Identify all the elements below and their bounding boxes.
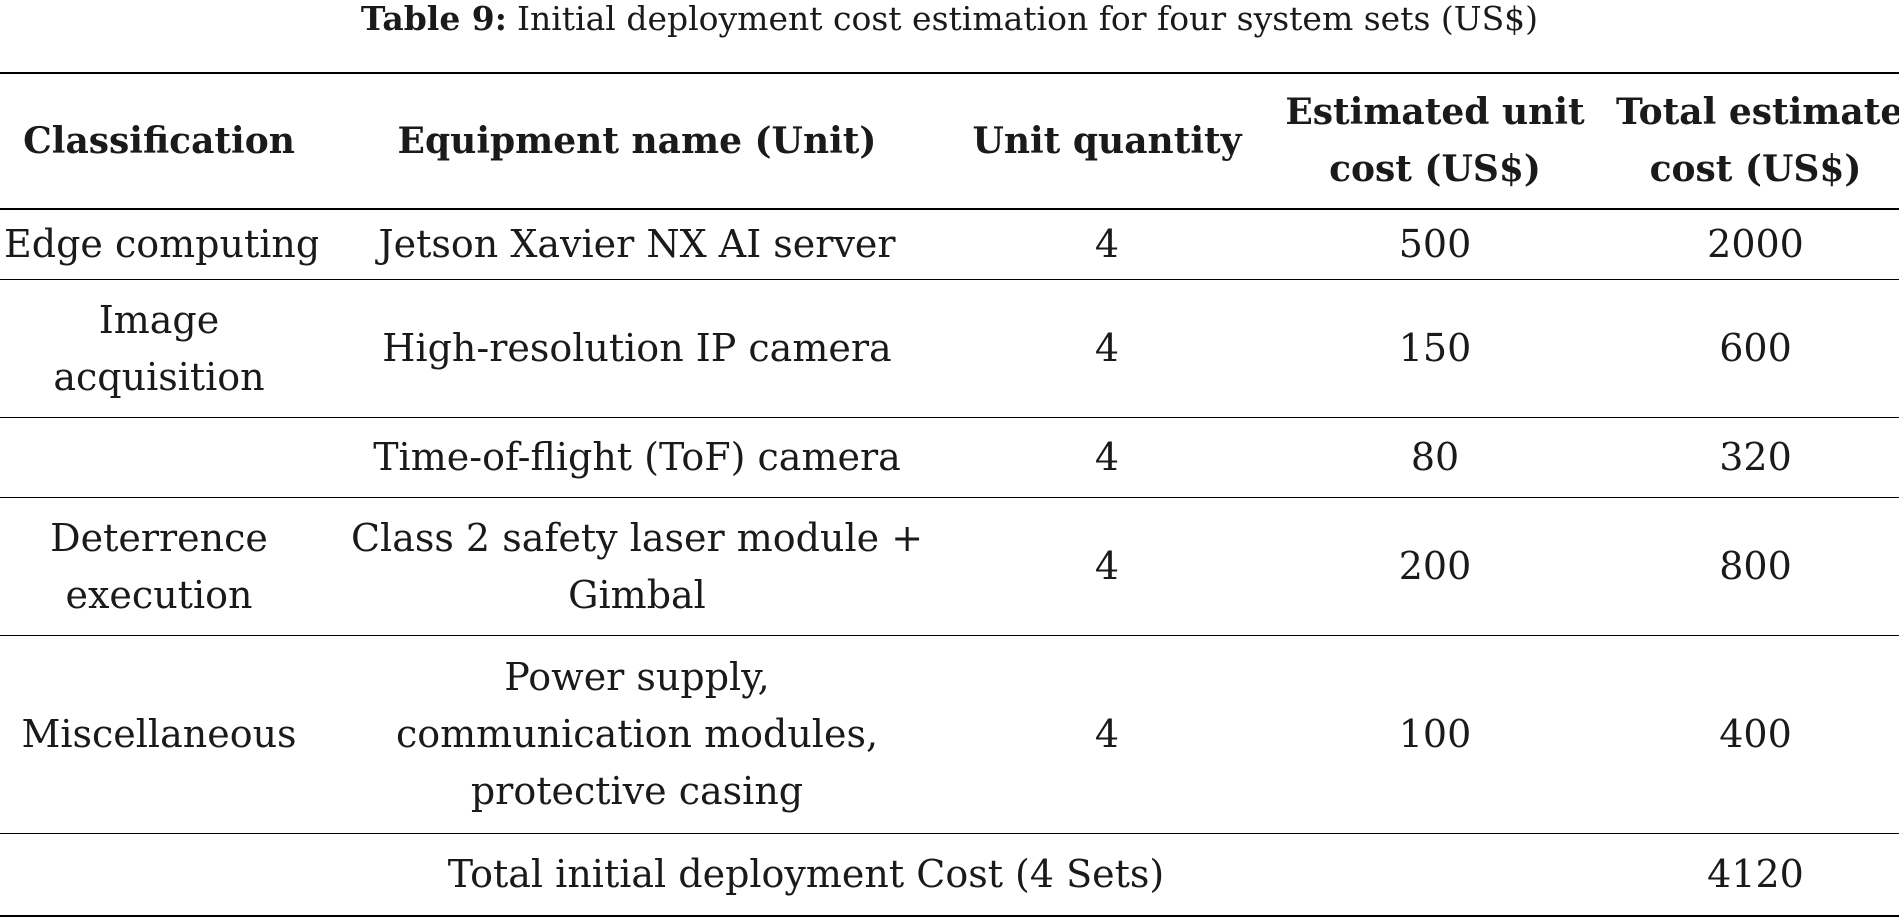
cell-equipment-line: Jetson Xavier NX AI server (378, 222, 896, 266)
cell-equipment-line: Time-of-flight (ToF) camera (373, 435, 901, 479)
cell-quantity: 4 (956, 417, 1258, 498)
cell-classification-line: Deterrence (50, 515, 268, 560)
total-label: Total initial deployment Cost (4 Sets) (0, 833, 1612, 917)
caption-label: Table 9: (360, 0, 507, 38)
cell-total-cost: 400 (1612, 635, 1899, 834)
cell-classification-line: Miscellaneous (21, 712, 297, 756)
cell-classification: Deterrence execution (0, 497, 318, 636)
caption-text: Initial deployment cost estimation for f… (516, 0, 1539, 38)
total-value: 4120 (1612, 833, 1899, 917)
table-caption: Table 9: Initial deployment cost estimati… (0, 0, 1899, 40)
cell-classification: Image acquisition (0, 279, 318, 418)
header-equipment-name-line-1: Equipment name (Unit) (397, 119, 877, 162)
header-unit-quantity-line-1: Unit quantity (972, 119, 1242, 162)
cell-unit-cost: 500 (1258, 209, 1612, 280)
table-row: Miscellaneous Power supply, communicatio… (0, 635, 1899, 834)
header-unit-quantity: Unit quantity (956, 72, 1258, 210)
cell-equipment-line: High-resolution IP camera (382, 326, 892, 370)
cell-equipment-line: Gimbal (568, 572, 706, 617)
cell-unit-cost: 80 (1258, 417, 1612, 498)
table-row: Deterrence execution Class 2 safety lase… (0, 497, 1899, 636)
cell-total-cost: 320 (1612, 417, 1899, 498)
header-classification-line-1: Classification (23, 119, 295, 162)
cell-equipment: Power supply, communication modules, pro… (318, 635, 956, 834)
header-estimated-unit-cost-line-2: cost (US$) (1329, 148, 1541, 190)
cell-total-cost: 600 (1612, 279, 1899, 418)
header-equipment-name: Equipment name (Unit) (318, 72, 956, 210)
cell-equipment: Time-of-flight (ToF) camera (318, 417, 956, 498)
table-row: Image acquisition High-resolution IP cam… (0, 279, 1899, 418)
cell-equipment-line: Power supply, (504, 655, 770, 699)
cell-total-cost: 800 (1612, 497, 1899, 636)
cell-total-cost: 2000 (1612, 209, 1899, 280)
cell-quantity: 4 (956, 279, 1258, 418)
cell-classification: Edge computing (0, 209, 318, 280)
header-row: Classification Equipment name (Unit) Uni… (0, 72, 1899, 210)
header-total-estimated-cost: Total estimated cost (US$) (1612, 72, 1899, 210)
cell-classification: Miscellaneous (0, 635, 318, 834)
cell-classification-line: Image (98, 297, 220, 342)
cell-quantity: 4 (956, 209, 1258, 280)
table-row: Edge computing Jetson Xavier NX AI serve… (0, 209, 1899, 280)
cell-equipment: Jetson Xavier NX AI server (318, 209, 956, 280)
header-total-estimated-cost-line-2: cost (US$) (1649, 148, 1862, 190)
cell-unit-cost: 100 (1258, 635, 1612, 834)
header-total-estimated-cost-line-1: Total estimated (1616, 91, 1899, 133)
cell-unit-cost: 200 (1258, 497, 1612, 636)
cell-equipment: Class 2 safety laser module + Gimbal (318, 497, 956, 636)
cell-quantity: 4 (956, 635, 1258, 834)
cell-classification-line: acquisition (53, 354, 265, 399)
cell-equipment-line: protective casing (470, 769, 804, 813)
cell-equipment: High-resolution IP camera (318, 279, 956, 418)
cell-classification (0, 417, 318, 498)
cost-table: Classification Equipment name (Unit) Uni… (0, 72, 1899, 917)
cell-classification-line: Edge computing (4, 222, 318, 266)
total-row: Total initial deployment Cost (4 Sets) 4… (0, 833, 1899, 917)
cell-classification-line: execution (65, 572, 253, 617)
cell-equipment-line: communication modules, (395, 712, 879, 756)
header-classification: Classification (0, 72, 318, 210)
header-estimated-unit-cost-line-1: Estimated unit (1285, 91, 1585, 133)
cell-equipment-line: Class 2 safety laser module + (350, 515, 924, 560)
cell-unit-cost: 150 (1258, 279, 1612, 418)
table-row: Time-of-flight (ToF) camera 4 80 320 (0, 417, 1899, 498)
cell-quantity: 4 (956, 497, 1258, 636)
header-estimated-unit-cost: Estimated unit cost (US$) (1258, 72, 1612, 210)
